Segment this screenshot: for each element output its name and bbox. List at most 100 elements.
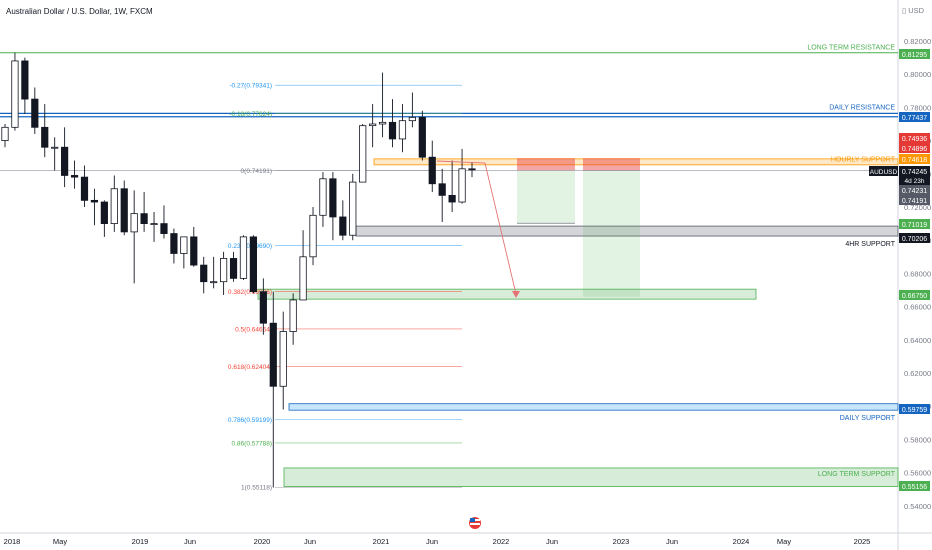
candle[interactable] bbox=[100, 200, 108, 237]
candle[interactable] bbox=[359, 124, 367, 183]
candle[interactable] bbox=[369, 104, 377, 148]
time-tick-label[interactable]: May bbox=[53, 537, 67, 546]
candle[interactable] bbox=[180, 236, 188, 269]
candle[interactable] bbox=[468, 162, 476, 178]
price-tick-label[interactable]: 0.72000 bbox=[904, 203, 931, 212]
price-tag[interactable]: 0.71019 bbox=[899, 219, 930, 229]
price-tag[interactable]: 0.74231 bbox=[899, 185, 930, 195]
candle[interactable] bbox=[210, 256, 218, 289]
price-axis-ticks[interactable]: 0.820000.800000.780000.760000.740000.720… bbox=[904, 37, 931, 511]
candle[interactable] bbox=[150, 211, 158, 242]
price-tag[interactable]: 0.55156 bbox=[899, 481, 930, 491]
candle[interactable] bbox=[51, 137, 59, 171]
candle[interactable] bbox=[200, 256, 208, 294]
candle[interactable] bbox=[279, 311, 287, 410]
candle[interactable] bbox=[61, 127, 69, 188]
candle[interactable] bbox=[31, 87, 39, 134]
price-tag[interactable]: 0.74896 bbox=[899, 143, 930, 153]
price-tick-label[interactable]: 0.64000 bbox=[904, 336, 931, 345]
candle[interactable] bbox=[349, 173, 357, 241]
price-tick-label[interactable]: 0.80000 bbox=[904, 70, 931, 79]
short-position-target-area[interactable] bbox=[517, 170, 575, 224]
price-tick-label[interactable]: 0.58000 bbox=[904, 435, 931, 444]
candle[interactable] bbox=[398, 104, 407, 153]
candle[interactable] bbox=[319, 172, 327, 227]
currency-label[interactable]: ▯ USD bbox=[902, 6, 925, 15]
hourly-support-zone[interactable] bbox=[373, 158, 899, 166]
price-tag[interactable]: 0.81295 bbox=[899, 49, 930, 59]
price-tick-label[interactable]: 0.78000 bbox=[904, 103, 931, 112]
candle[interactable] bbox=[438, 168, 446, 222]
time-tick-label[interactable]: Jun bbox=[426, 537, 438, 546]
candle[interactable] bbox=[110, 175, 118, 232]
candle[interactable] bbox=[428, 140, 436, 193]
plot-area[interactable] bbox=[0, 0, 898, 533]
candle[interactable] bbox=[388, 99, 397, 148]
price-tag[interactable]: 0.74936 bbox=[899, 133, 930, 143]
price-tag[interactable]: 0.66750 bbox=[899, 290, 930, 300]
candle[interactable] bbox=[378, 72, 387, 138]
candle[interactable] bbox=[41, 104, 49, 158]
time-tick-label[interactable]: 2023 bbox=[613, 537, 630, 546]
candle[interactable] bbox=[289, 293, 297, 345]
time-tick-label[interactable]: 2025 bbox=[854, 537, 871, 546]
candle[interactable] bbox=[170, 228, 178, 264]
daily-support-zone[interactable] bbox=[288, 403, 899, 411]
price-tag[interactable]: 0.70206 bbox=[899, 233, 930, 243]
candle[interactable] bbox=[339, 200, 347, 241]
price-tick-label[interactable]: 0.68000 bbox=[904, 269, 931, 278]
time-tick-label[interactable]: Jun bbox=[304, 537, 316, 546]
candle[interactable] bbox=[11, 52, 19, 131]
price-tag[interactable]: 0.59759 bbox=[899, 404, 930, 414]
time-axis-ticks[interactable]: 2018 May 2019 Jun 2020 Jun 2021 Jun 2022 Jun 2023 J… bbox=[4, 537, 871, 546]
candle[interactable] bbox=[140, 192, 148, 232]
price-tick-label[interactable]: 0.56000 bbox=[904, 469, 931, 478]
time-tick-label[interactable]: May bbox=[777, 537, 791, 546]
candle[interactable] bbox=[90, 188, 99, 226]
candle[interactable] bbox=[249, 235, 258, 294]
candle[interactable] bbox=[239, 235, 248, 281]
candle[interactable] bbox=[309, 207, 317, 266]
candle[interactable] bbox=[458, 148, 466, 204]
price-tag[interactable]: 0.77437 bbox=[899, 112, 930, 122]
candle[interactable] bbox=[80, 165, 89, 208]
candle[interactable] bbox=[269, 291, 277, 488]
us-flag-event-icon[interactable] bbox=[469, 517, 481, 529]
time-tick-label[interactable]: 2019 bbox=[132, 537, 149, 546]
candle[interactable] bbox=[190, 226, 198, 267]
candle[interactable] bbox=[329, 172, 337, 241]
time-tick-label[interactable]: 2018 bbox=[4, 537, 21, 546]
time-tick-label[interactable]: 2021 bbox=[373, 537, 390, 546]
candle[interactable] bbox=[70, 160, 79, 189]
candle[interactable] bbox=[299, 230, 307, 301]
time-tick-label[interactable]: Jun bbox=[666, 537, 678, 546]
short-position-stop-area[interactable] bbox=[517, 158, 575, 171]
projection-path[interactable] bbox=[436, 160, 517, 295]
candle[interactable] bbox=[418, 110, 426, 161]
candle[interactable] bbox=[229, 251, 238, 282]
candle[interactable] bbox=[448, 160, 456, 212]
time-tick-label[interactable]: 2022 bbox=[493, 537, 510, 546]
price-tick-label[interactable]: 0.66000 bbox=[904, 303, 931, 312]
time-tick-label[interactable]: 2020 bbox=[254, 537, 271, 546]
price-tag[interactable]: 0.74191 bbox=[899, 195, 930, 205]
candle[interactable] bbox=[259, 278, 267, 335]
candle[interactable] bbox=[1, 124, 9, 148]
candle[interactable] bbox=[219, 251, 228, 295]
time-tick-label[interactable]: Jun bbox=[184, 537, 196, 546]
price-tick-label[interactable]: 0.54000 bbox=[904, 502, 931, 511]
candle[interactable] bbox=[130, 190, 138, 284]
candle[interactable] bbox=[160, 205, 168, 239]
time-tick-label[interactable]: 2024 bbox=[733, 537, 750, 546]
short-position-2-target-area[interactable] bbox=[583, 170, 640, 297]
candle[interactable] bbox=[120, 180, 128, 236]
price-tag[interactable]: 0.74618 bbox=[899, 154, 930, 164]
time-tick-label[interactable]: Jun bbox=[546, 537, 558, 546]
candle[interactable] bbox=[21, 57, 29, 115]
target-zone[interactable] bbox=[257, 288, 757, 300]
long-term-support-zone[interactable] bbox=[283, 467, 899, 487]
price-tick-label[interactable]: 0.62000 bbox=[904, 369, 931, 378]
candle[interactable] bbox=[408, 92, 416, 128]
short-position-2-stop-area[interactable] bbox=[583, 158, 640, 171]
